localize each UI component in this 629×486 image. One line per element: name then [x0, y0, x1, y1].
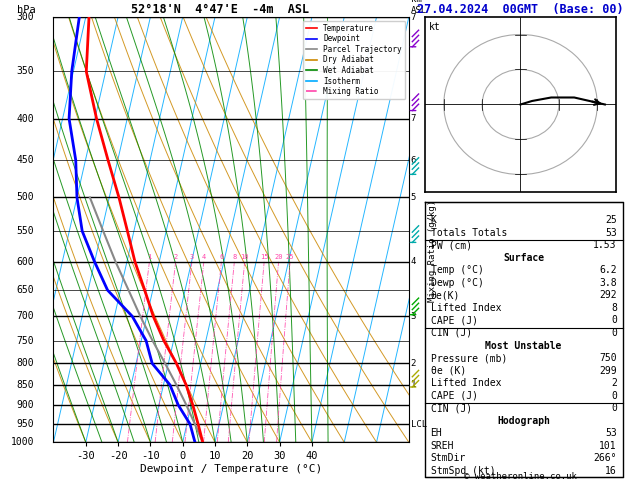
Text: 350: 350: [16, 67, 34, 76]
Text: 299: 299: [599, 365, 617, 376]
Text: 450: 450: [16, 155, 34, 165]
Text: 0: 0: [611, 403, 617, 413]
Text: Pressure (mb): Pressure (mb): [430, 353, 507, 363]
Text: 27.04.2024  00GMT  (Base: 00): 27.04.2024 00GMT (Base: 00): [418, 3, 624, 17]
Text: 25: 25: [286, 254, 294, 260]
Text: CAPE (J): CAPE (J): [430, 315, 477, 326]
Text: Hodograph: Hodograph: [497, 416, 550, 426]
Text: 3: 3: [190, 254, 194, 260]
Text: 6: 6: [220, 254, 223, 260]
Text: 650: 650: [16, 285, 34, 295]
Text: CIN (J): CIN (J): [430, 403, 472, 413]
Text: 0: 0: [611, 391, 617, 400]
Text: 8: 8: [611, 303, 617, 313]
Text: K: K: [430, 215, 437, 225]
Text: 750: 750: [599, 353, 617, 363]
Text: Totals Totals: Totals Totals: [430, 227, 507, 238]
Text: 0: 0: [611, 328, 617, 338]
Text: 1000: 1000: [11, 437, 34, 447]
Text: 850: 850: [16, 380, 34, 390]
Text: 3.8: 3.8: [599, 278, 617, 288]
Text: 292: 292: [599, 290, 617, 300]
Text: 300: 300: [16, 12, 34, 22]
Text: EH: EH: [430, 428, 442, 438]
Text: 20: 20: [274, 254, 283, 260]
Text: 600: 600: [16, 257, 34, 267]
Text: 101: 101: [599, 441, 617, 451]
Text: θe (K): θe (K): [430, 365, 465, 376]
Text: 15: 15: [260, 254, 269, 260]
Text: 2: 2: [411, 359, 416, 368]
Text: 1: 1: [147, 254, 152, 260]
Text: 400: 400: [16, 114, 34, 123]
Text: 1.53: 1.53: [593, 240, 617, 250]
Text: 950: 950: [16, 419, 34, 429]
Text: 700: 700: [16, 311, 34, 321]
Text: Dewp (°C): Dewp (°C): [430, 278, 484, 288]
Text: StmSpd (kt): StmSpd (kt): [430, 466, 495, 476]
Text: Mixing Ratio (g/kg): Mixing Ratio (g/kg): [428, 200, 437, 302]
Text: 2: 2: [611, 378, 617, 388]
X-axis label: Dewpoint / Temperature (°C): Dewpoint / Temperature (°C): [140, 464, 322, 474]
Text: 6: 6: [411, 156, 416, 165]
Text: km
ASL: km ASL: [411, 0, 426, 15]
Text: 52°18'N  4°47'E  -4m  ASL: 52°18'N 4°47'E -4m ASL: [131, 3, 309, 17]
Text: 7: 7: [411, 13, 416, 21]
Legend: Temperature, Dewpoint, Parcel Trajectory, Dry Adiabat, Wet Adiabat, Isotherm, Mi: Temperature, Dewpoint, Parcel Trajectory…: [303, 21, 405, 99]
Text: Most Unstable: Most Unstable: [486, 341, 562, 350]
Text: © weatheronline.co.uk: © weatheronline.co.uk: [464, 472, 577, 481]
Text: θe(K): θe(K): [430, 290, 460, 300]
Text: 16: 16: [605, 466, 617, 476]
Text: LCL: LCL: [411, 419, 426, 429]
Text: CIN (J): CIN (J): [430, 328, 472, 338]
Text: 5: 5: [411, 193, 416, 202]
Text: Surface: Surface: [503, 253, 544, 262]
Text: 900: 900: [16, 400, 34, 410]
Text: Lifted Index: Lifted Index: [430, 378, 501, 388]
Text: CAPE (J): CAPE (J): [430, 391, 477, 400]
Text: Temp (°C): Temp (°C): [430, 265, 484, 275]
Text: 53: 53: [605, 428, 617, 438]
Text: 8: 8: [232, 254, 237, 260]
Text: 266°: 266°: [593, 453, 617, 464]
Text: 1: 1: [411, 381, 416, 389]
Text: 4: 4: [411, 257, 416, 266]
Text: 2: 2: [174, 254, 178, 260]
Text: 3: 3: [411, 312, 416, 321]
Text: 550: 550: [16, 226, 34, 236]
Text: 25: 25: [605, 215, 617, 225]
Text: StmDir: StmDir: [430, 453, 465, 464]
Text: 10: 10: [240, 254, 249, 260]
Text: 800: 800: [16, 359, 34, 368]
Text: 500: 500: [16, 192, 34, 203]
Text: 7: 7: [411, 114, 416, 123]
Text: PW (cm): PW (cm): [430, 240, 472, 250]
Text: 750: 750: [16, 336, 34, 346]
Text: 53: 53: [605, 227, 617, 238]
Text: Lifted Index: Lifted Index: [430, 303, 501, 313]
Text: 4: 4: [202, 254, 206, 260]
Text: 0: 0: [611, 315, 617, 326]
Text: 6.2: 6.2: [599, 265, 617, 275]
Text: hPa: hPa: [18, 5, 36, 15]
Text: SREH: SREH: [430, 441, 454, 451]
Text: kt: kt: [428, 22, 440, 32]
